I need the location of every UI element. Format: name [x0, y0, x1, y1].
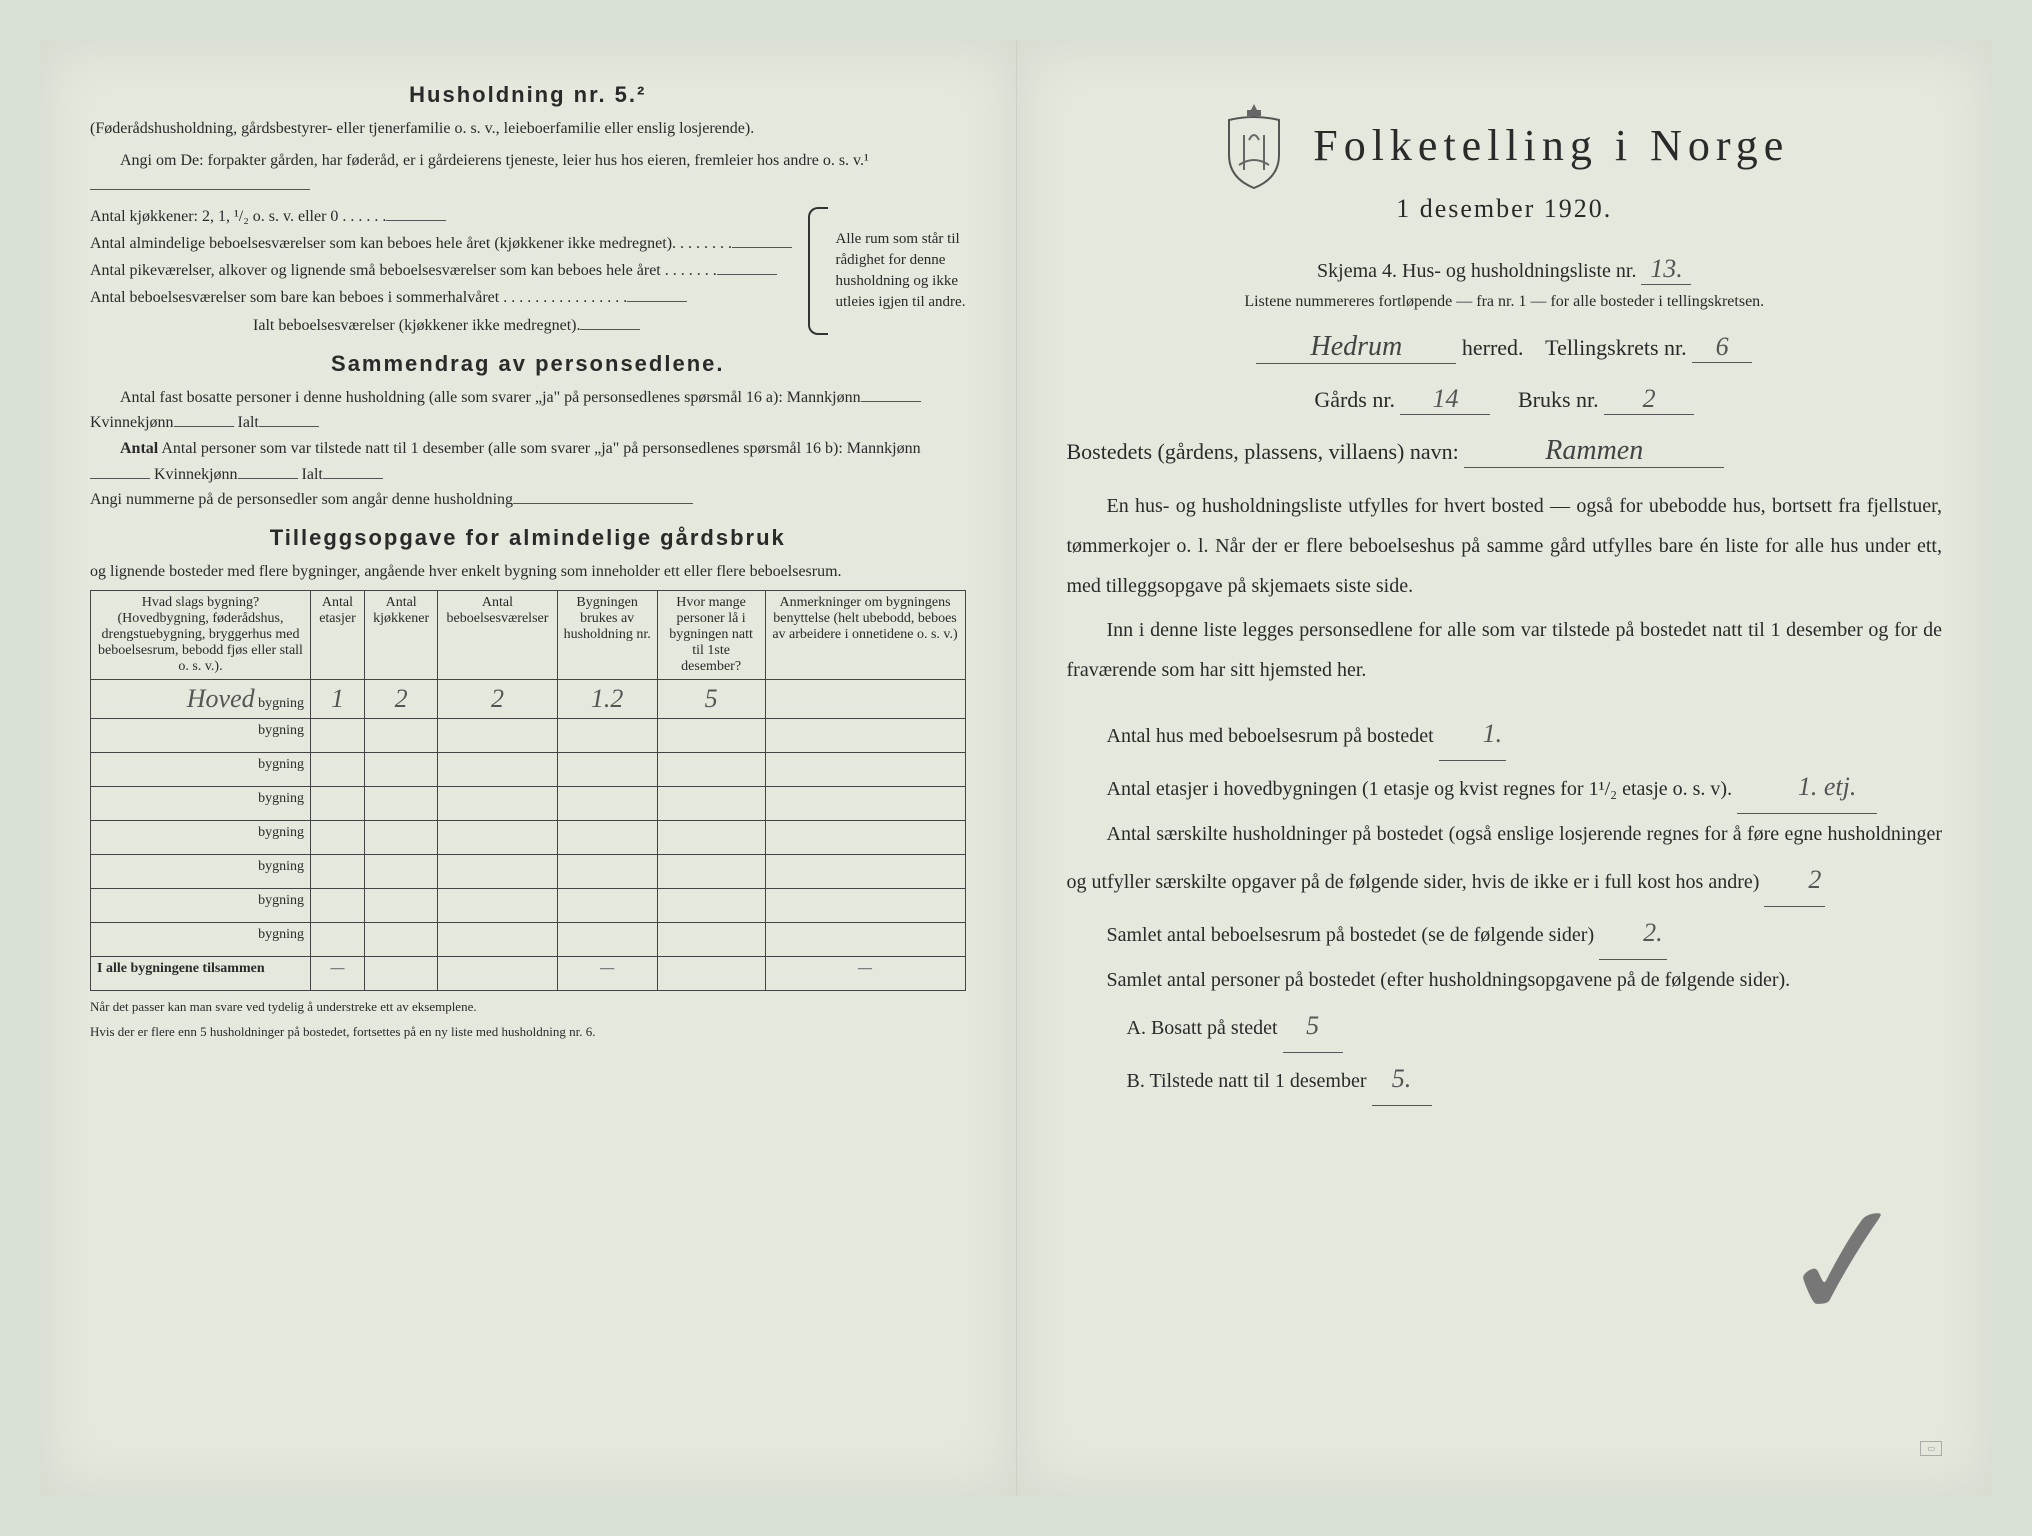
- gards-row: Gårds nr. 14 Bruks nr. 2: [1067, 384, 1943, 415]
- table-row: bygning: [91, 787, 966, 821]
- table-row: bygning: [91, 889, 966, 923]
- cell: 1.2: [557, 680, 657, 719]
- fill-blank: [90, 189, 310, 190]
- th-5: Hvor mange personer lå i bygningen natt …: [657, 591, 765, 680]
- summary-p2: Antal Antal personer som var tilstede na…: [90, 436, 966, 487]
- cell: 2: [364, 680, 437, 719]
- table-row: bygning: [91, 855, 966, 889]
- table-row: bygning: [91, 753, 966, 787]
- rooms-total: Ialt beboelsesværelser (kjøkkener ikke m…: [90, 312, 804, 339]
- rooms-group: Antal kjøkkener: 2, 1, ¹/₂ o. s. v. elle…: [90, 203, 966, 339]
- header: Folketelling i Norge 1 desember 1920.: [1067, 100, 1943, 224]
- brace-icon: [808, 207, 828, 335]
- th-6: Anmerkninger om bygningens benyttelse (h…: [765, 591, 965, 680]
- footnote2: Hvis der er flere enn 5 husholdninger på…: [90, 1024, 966, 1041]
- coat-of-arms-icon: [1219, 100, 1289, 190]
- q3-value: 2: [1764, 854, 1825, 907]
- qA: A. Bosatt på stedet 5: [1067, 1000, 1943, 1053]
- left-page: Husholdning nr. 5.² (Føderådshusholdning…: [40, 40, 1017, 1496]
- table-row: bygning: [91, 923, 966, 957]
- table-body: Hoved bygning 1 2 2 1.2 5 bygning bygnin…: [91, 680, 966, 991]
- q1-value: 1.: [1439, 708, 1507, 761]
- q4-value: 2.: [1599, 907, 1667, 960]
- summary-title: Sammendrag av personsedlene.: [90, 351, 966, 377]
- th-0: Hvad slags bygning? (Hovedbygning, føder…: [91, 591, 311, 680]
- supplement-desc: og lignende bosteder med flere bygninger…: [90, 559, 966, 585]
- th-3: Antal beboelsesværelser: [438, 591, 557, 680]
- q4: Samlet antal beboelsesrum på bostedet (s…: [1067, 907, 1943, 960]
- summary-p1: Antal fast bosatte personer i denne hush…: [90, 385, 966, 436]
- qB: B. Tilstede natt til 1 desember 5.: [1067, 1053, 1943, 1106]
- schema-line: Skjema 4. Hus- og husholdningsliste nr. …: [1067, 254, 1943, 285]
- para2: Inn i denne liste legges personsedlene f…: [1067, 610, 1943, 690]
- rooms-left: Antal kjøkkener: 2, 1, ¹/₂ o. s. v. elle…: [90, 203, 804, 339]
- bosted-value: Rammen: [1464, 435, 1724, 468]
- cell: 1: [311, 680, 365, 719]
- cell: 2: [438, 680, 557, 719]
- table-head: Hvad slags bygning? (Hovedbygning, føder…: [91, 591, 966, 680]
- kitchen-line: Antal kjøkkener: 2, 1, ¹/₂ o. s. v. elle…: [90, 203, 804, 230]
- qB-value: 5.: [1372, 1053, 1432, 1106]
- krets-value: 6: [1692, 332, 1752, 363]
- household-p1: Angi om De: forpakter gården, har føderå…: [90, 148, 966, 199]
- cell: 5: [657, 680, 765, 719]
- bosted-row: Bostedets (gårdens, plassens, villaens) …: [1067, 435, 1943, 468]
- q3: Antal særskilte husholdninger på bostede…: [1067, 814, 1943, 907]
- q1: Antal hus med beboelsesrum på bostedet 1…: [1067, 708, 1943, 761]
- table-row: bygning: [91, 719, 966, 753]
- brace-text: Alle rum som står til rådighet for denne…: [836, 203, 966, 339]
- printer-mark: ▭: [1920, 1441, 1942, 1456]
- th-2: Antal kjøkkener: [364, 591, 437, 680]
- household-title: Husholdning nr. 5.²: [90, 82, 966, 108]
- th-4: Bygningen brukes av husholdning nr.: [557, 591, 657, 680]
- bruks-value: 2: [1604, 384, 1694, 415]
- herred-row: Hedrum herred. Tellingskrets nr. 6: [1067, 331, 1943, 364]
- footnote1: Når det passer kan man svare ved tydelig…: [90, 999, 966, 1016]
- table-row: Hoved bygning 1 2 2 1.2 5: [91, 680, 966, 719]
- main-title: Folketelling i Norge: [1313, 120, 1789, 171]
- rooms1: Antal almindelige beboelsesværelser som …: [90, 230, 804, 257]
- buildings-table: Hvad slags bygning? (Hovedbygning, føder…: [90, 590, 966, 991]
- q2: Antal etasjer i hovedbygningen (1 etasje…: [1067, 761, 1943, 814]
- rooms3: Antal beboelsesværelser som bare kan beb…: [90, 284, 804, 311]
- row-label: Hoved bygning: [91, 680, 311, 719]
- gards-value: 14: [1400, 384, 1490, 415]
- census-date: 1 desember 1920.: [1067, 194, 1943, 224]
- q5: Samlet antal personer på bostedet (efter…: [1067, 960, 1943, 1000]
- schema-nr: 13.: [1641, 254, 1691, 285]
- household-p1-text: Angi om De: forpakter gården, har føderå…: [120, 152, 869, 169]
- q2-value: 1. etj.: [1737, 761, 1877, 814]
- herred-value: Hedrum: [1256, 331, 1456, 364]
- cell: [765, 680, 965, 719]
- rooms2: Antal pikeværelser, alkover og lignende …: [90, 257, 804, 284]
- table-total: I alle bygningene tilsammen ———: [91, 957, 966, 991]
- th-1: Antal etasjer: [311, 591, 365, 680]
- household-desc: (Føderådshusholdning, gårdsbestyrer- ell…: [90, 116, 966, 142]
- para1: En hus- og husholdningsliste utfylles fo…: [1067, 486, 1943, 606]
- qA-value: 5: [1283, 1000, 1343, 1053]
- list-note: Listene nummereres fortløpende — fra nr.…: [1067, 293, 1943, 311]
- supplement-title: Tilleggsopgave for almindelige gårdsbruk: [90, 525, 966, 551]
- summary-p3: Angi nummerne på de personsedler som ang…: [90, 487, 966, 513]
- table-row: bygning: [91, 821, 966, 855]
- right-page: Folketelling i Norge 1 desember 1920. Sk…: [1017, 40, 1993, 1496]
- checkmark-icon: ✓: [1770, 1163, 1920, 1362]
